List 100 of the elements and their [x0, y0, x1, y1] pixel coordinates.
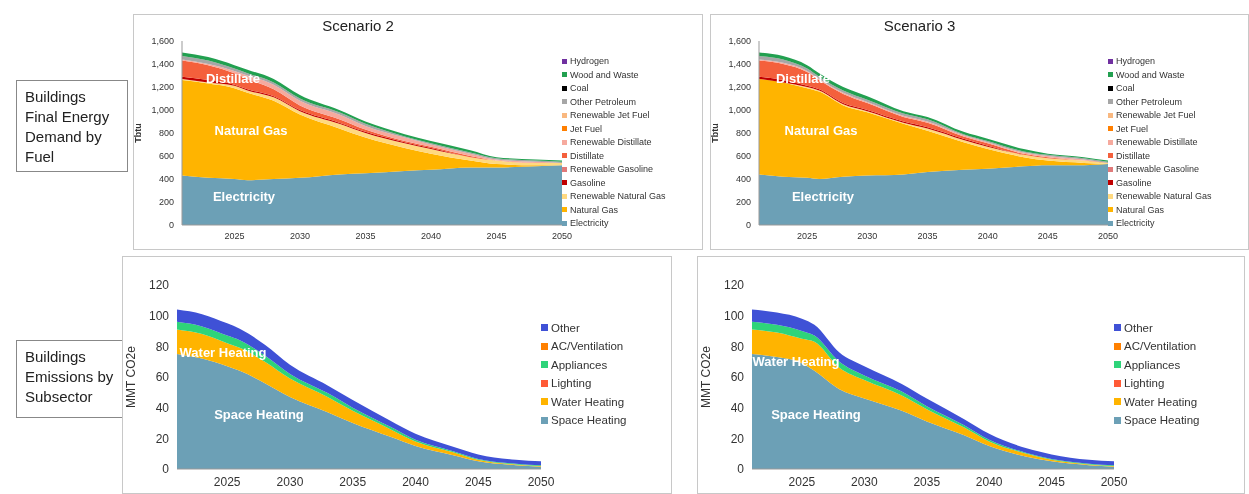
y-tick-label: 20	[155, 431, 170, 446]
y-tick-label: 400	[735, 174, 751, 185]
y-axis-title: Tbtu	[710, 123, 721, 143]
y-tick-label: 1,400	[728, 59, 751, 70]
y-axis-title: MMT CO2e	[124, 345, 139, 408]
legend-label: Renewable Distillate	[1116, 137, 1198, 147]
annotation: Electricity	[791, 188, 855, 204]
y-tick-label: 1,200	[728, 82, 751, 93]
legend-label: Appliances	[1124, 358, 1181, 371]
text: Buildings Emissions by Subsector	[25, 348, 114, 405]
x-tick-label: 2040	[977, 231, 998, 242]
chart-title: Scenario 3	[882, 16, 957, 36]
legend-label: Renewable Gasoline	[570, 164, 654, 174]
legend-label: Lighting	[551, 377, 592, 390]
y-axis-title: Tbtu	[133, 123, 144, 143]
x-tick-label: 2035	[355, 231, 376, 242]
legend-label: Coal	[1116, 83, 1135, 93]
x-tick-label: 2050	[1097, 231, 1119, 242]
y-tick-label: 120	[148, 278, 170, 293]
legend-label: Natural Gas	[1116, 204, 1165, 215]
legend-label: Renewable Jet Fuel	[1116, 110, 1196, 120]
y-tick-label: 800	[158, 128, 174, 139]
legend-label: Appliances	[551, 358, 608, 371]
x-tick-label: 2030	[289, 231, 310, 242]
text: Buildings Final Energy Demand by Fuel	[16, 80, 128, 172]
legend-label: Natural Gas	[570, 204, 619, 215]
legend-label: Distillate	[1116, 150, 1151, 161]
y-tick-label: 60	[155, 370, 170, 385]
y-tick-label: 0	[745, 220, 751, 231]
y-tick-label: 1,000	[728, 105, 751, 116]
x-tick-label: 2030	[276, 474, 304, 489]
legend-label: Renewable Jet Fuel	[570, 110, 650, 120]
annotation: Natural Gas	[784, 122, 858, 138]
x-tick-label: 2030	[850, 474, 879, 489]
x-tick-label: 2045	[1037, 231, 1058, 242]
y-tick-label: 1,600	[728, 36, 751, 47]
annotation: Space Heating	[214, 406, 304, 422]
x-tick-label: 2035	[913, 474, 941, 489]
legend-label: Wood and Waste	[1116, 69, 1185, 80]
x-tick-label: 2025	[797, 231, 818, 242]
legend-label: Renewable Distillate	[570, 137, 652, 147]
legend-label: Renewable Natural Gas	[570, 191, 666, 201]
legend-label: Wood and Waste	[570, 69, 639, 80]
x-tick-label: 2025	[224, 231, 245, 242]
x-tick-label: 2050	[551, 231, 573, 242]
x-tick-label: 2025	[213, 474, 241, 489]
annotation: Natural Gas	[214, 122, 288, 138]
y-tick-label: 20	[730, 431, 745, 446]
x-tick-label: 2045	[464, 474, 492, 489]
y-tick-label: 80	[155, 339, 170, 354]
y-tick-label: 1,200	[151, 82, 174, 93]
y-tick-label: 800	[735, 128, 751, 139]
legend-label: Renewable Natural Gas	[1116, 191, 1212, 201]
legend-label: Jet Fuel	[1116, 123, 1149, 134]
legend-label: Gasoline	[1116, 177, 1152, 188]
x-tick-label: 2040	[420, 231, 441, 242]
legend-label: Other Petroleum	[570, 96, 637, 107]
legend-label: Water Heating	[551, 395, 625, 408]
legend-label: Space Heating	[1124, 414, 1200, 427]
legend-label: Other	[551, 321, 580, 334]
y-tick-label: 80	[730, 339, 745, 354]
annotation: Space Heating	[771, 406, 861, 422]
y-tick-label: 40	[730, 400, 745, 415]
legend-label: Jet Fuel	[570, 123, 603, 134]
y-tick-label: 0	[162, 462, 170, 477]
y-tick-label: 200	[735, 197, 751, 208]
y-tick-label: 1,400	[151, 59, 174, 70]
x-tick-label: 2045	[486, 231, 507, 242]
y-tick-label: 60	[730, 370, 745, 385]
y-tick-label: 100	[148, 308, 170, 323]
x-tick-label: 2040	[402, 474, 430, 489]
legend-label: Space Heating	[551, 414, 627, 427]
legend-label: Lighting	[1124, 377, 1165, 390]
x-tick-label: 2045	[1038, 474, 1066, 489]
x-tick-label: 2025	[788, 474, 816, 489]
y-tick-label: 600	[735, 151, 751, 162]
y-tick-label: 1,600	[151, 36, 174, 47]
legend-label: Electricity	[570, 218, 609, 228]
legend-label: Water Heating	[1124, 395, 1198, 408]
legend-label: Renewable Gasoline	[1116, 164, 1200, 174]
x-tick-label: 2030	[857, 231, 878, 242]
legend-label: Hydrogen	[1116, 56, 1156, 66]
y-tick-label: 40	[155, 400, 170, 415]
legend-label: AC/Ventilation	[1124, 340, 1197, 353]
legend-label: Hydrogen	[570, 56, 610, 66]
x-tick-label: 2050	[1100, 474, 1128, 489]
x-tick-label: 2035	[339, 474, 367, 489]
y-tick-label: 600	[158, 151, 174, 162]
y-tick-label: 200	[158, 197, 174, 208]
y-tick-label: 400	[158, 174, 174, 185]
legend-label: Other	[1124, 321, 1153, 334]
legend-label: Electricity	[1116, 218, 1155, 228]
annotation: Electricity	[212, 188, 276, 204]
y-tick-label: 0	[737, 462, 745, 477]
y-tick-label: 120	[723, 278, 745, 293]
y-axis-title: MMT CO2e	[699, 345, 714, 408]
x-tick-label: 2050	[527, 474, 555, 489]
y-tick-label: 100	[723, 308, 745, 323]
chart-title: Scenario 2	[321, 16, 395, 36]
x-tick-label: 2035	[917, 231, 938, 242]
